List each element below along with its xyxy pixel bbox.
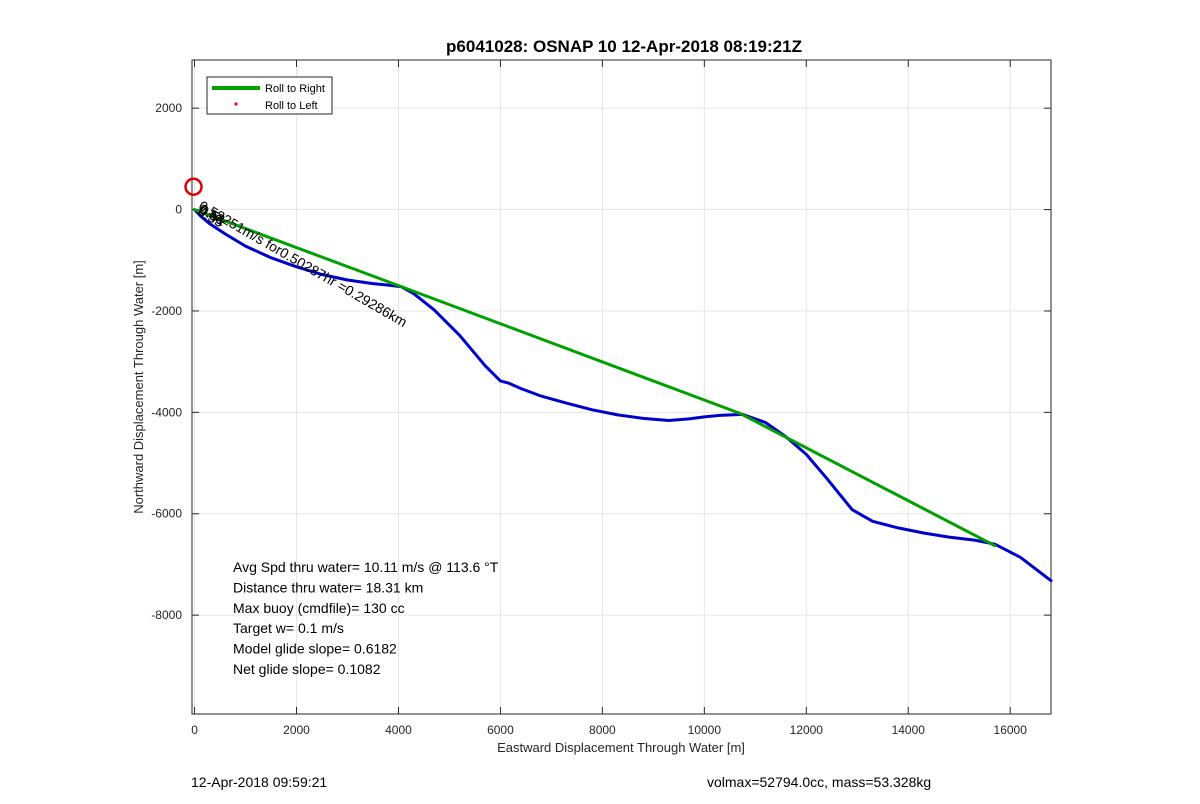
y-tick-label: -6000 <box>151 507 182 521</box>
x-tick-label: 6000 <box>487 723 514 737</box>
footer-ballast-info: volmax=52794.0cc, mass=53.328kg <box>707 774 931 790</box>
y-tick-label: -8000 <box>151 608 182 622</box>
legend-label-roll-left: Roll to Left <box>265 100 318 112</box>
chart-title: p6041028: OSNAP 10 12-Apr-2018 08:19:21Z <box>446 37 802 56</box>
x-axis-ticks: 0 2000 4000 6000 8000 10000 12000 14000 16000 <box>191 60 1027 737</box>
roll-right-line <box>193 208 997 548</box>
x-tick-label: 10000 <box>688 723 722 737</box>
legend: Roll to Right Roll to Left <box>206 76 333 115</box>
stat-line: Model glide slope= 0.6182 <box>233 641 397 657</box>
x-tick-label: 8000 <box>589 723 616 737</box>
series-layer <box>193 208 1053 583</box>
stat-line: Distance thru water= 18.31 km <box>233 579 423 595</box>
y-tick-label: 0 <box>175 203 182 217</box>
plot-area: 0 2000 4000 6000 8000 10000 12000 14000 16000 20… <box>151 59 1053 737</box>
legend-label-roll-right: Roll to Right <box>265 83 325 95</box>
start-marker-circle <box>184 177 203 196</box>
track-line-blue <box>193 208 1053 583</box>
y-tick-label: -4000 <box>151 405 182 419</box>
stat-line: Net glide slope= 0.1082 <box>233 661 381 677</box>
stats-block: Avg Spd thru water= 10.11 m/s @ 113.6 °T… <box>233 559 499 677</box>
stat-line: Avg Spd thru water= 10.11 m/s @ 113.6 °T <box>233 559 499 575</box>
marker-layer <box>184 177 203 196</box>
y-tick-label: -2000 <box>151 304 182 318</box>
footer-timestamp: 12-Apr-2018 09:59:21 <box>191 774 327 790</box>
grid-lines <box>192 60 1051 714</box>
x-tick-label: 16000 <box>994 723 1028 737</box>
x-tick-label: 14000 <box>892 723 926 737</box>
axes-box <box>191 59 1052 715</box>
y-tick-label: 2000 <box>155 101 182 115</box>
legend-box <box>206 76 333 115</box>
y-axis-ticks: 2000 0 -2000 -4000 -6000 -8000 <box>151 101 1051 622</box>
x-tick-label: 12000 <box>790 723 824 737</box>
stat-line: Max buoy (cmdfile)= 130 cc <box>233 600 405 616</box>
legend-swatch-roll-left <box>234 102 238 106</box>
y-axis-label: Northward Displacement Through Water [m] <box>131 260 146 514</box>
x-tick-label: 0 <box>191 723 198 737</box>
stat-line: Target w= 0.1 m/s <box>233 620 344 636</box>
x-tick-label: 4000 <box>385 723 412 737</box>
x-tick-label: 2000 <box>283 723 310 737</box>
x-axis-label: Eastward Displacement Through Water [m] <box>497 740 745 755</box>
